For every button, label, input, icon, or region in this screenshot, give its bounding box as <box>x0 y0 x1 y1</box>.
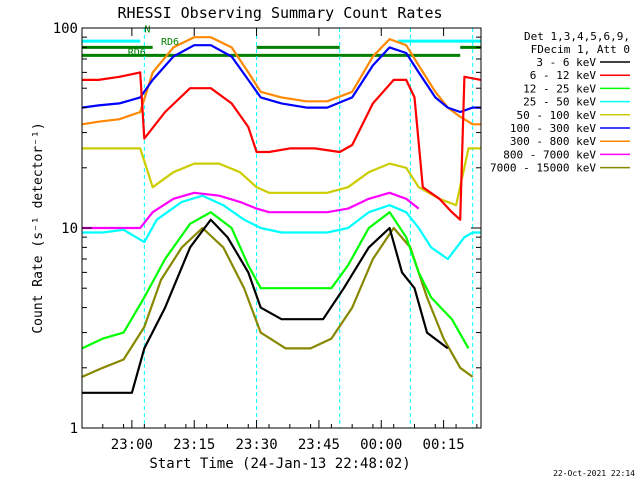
legend-label: 100 - 300 keV <box>510 122 596 135</box>
annotation-label: RD6 <box>128 47 146 58</box>
series-line <box>81 211 470 350</box>
x-tick-label: 00:00 <box>360 437 402 453</box>
series-line <box>81 44 481 114</box>
axis-ticks: 23:00 23:15 23:30 23:45 00:00 00:15 1 10 100 <box>53 21 481 453</box>
x-tick-label: 23:00 <box>111 437 153 453</box>
legend: Det 1,3,4,5,6,9,FDecim 1, Att 03 - 6 keV… <box>490 30 630 175</box>
legend-label: 25 - 50 keV <box>523 96 596 109</box>
y-tick-label: 100 <box>53 21 78 37</box>
legend-label: 50 - 100 keV <box>517 109 597 122</box>
annotation-label: N <box>144 24 150 35</box>
series-line <box>82 191 420 230</box>
legend-label: 800 - 7000 keV <box>503 148 596 161</box>
footer-date: 22-Oct-2021 22:14 <box>553 469 635 478</box>
series-line <box>81 226 474 378</box>
y-tick-label: 10 <box>61 221 78 237</box>
legend-label: 7000 - 15000 keV <box>490 162 596 175</box>
series-line <box>82 71 482 221</box>
series-line <box>81 36 481 126</box>
y-tick-label: 1 <box>70 421 78 437</box>
legend-header: Det 1,3,4,5,6,9, <box>524 30 630 43</box>
legend-label: 6 - 12 keV <box>530 69 597 82</box>
legend-label: 300 - 800 keV <box>510 135 596 148</box>
plot-content: N RD6 RD6 <box>81 24 482 428</box>
x-tick-label: 00:15 <box>423 437 465 453</box>
legend-label: 3 - 6 keV <box>536 56 596 69</box>
series-line <box>82 194 481 261</box>
series-line <box>82 218 449 394</box>
legend-label: 12 - 25 keV <box>523 82 596 95</box>
x-tick-label: 23:45 <box>298 437 340 453</box>
x-tick-label: 23:30 <box>235 437 277 453</box>
x-axis-label: Start Time (24-Jan-13 22:48:02) <box>149 456 410 472</box>
y-axis-label: Count Rate (s⁻¹ detector⁻¹) <box>31 122 46 333</box>
chart-title: RHESSI Observing Summary Count Rates <box>117 4 442 22</box>
annotation-label: RD6 <box>161 37 179 48</box>
legend-header: FDecim 1, Att 0 <box>531 43 630 56</box>
x-tick-label: 23:15 <box>173 437 215 453</box>
